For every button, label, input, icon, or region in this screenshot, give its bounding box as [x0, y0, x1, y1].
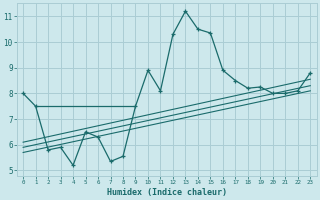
- X-axis label: Humidex (Indice chaleur): Humidex (Indice chaleur): [107, 188, 227, 197]
